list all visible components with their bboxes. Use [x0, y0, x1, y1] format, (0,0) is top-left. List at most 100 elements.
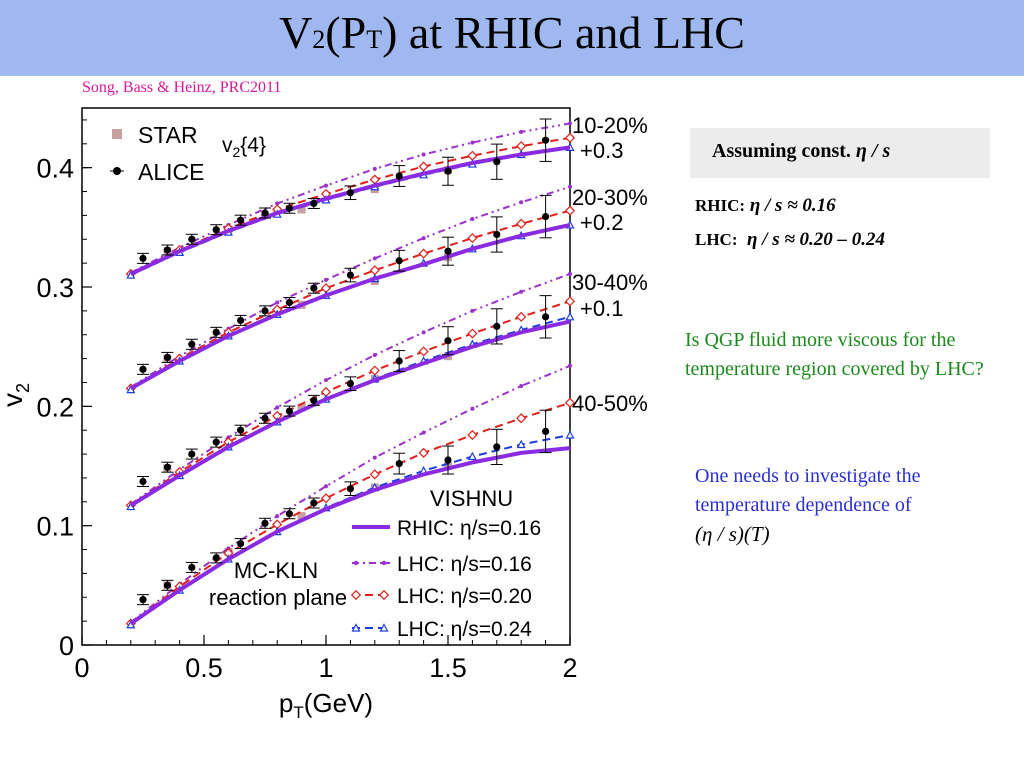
- alice-data-point: [542, 313, 550, 321]
- alice-data-point: [285, 510, 293, 518]
- alice-data-point: [444, 337, 452, 345]
- legend-marker: [381, 560, 387, 566]
- lhc-016-marker: [568, 363, 572, 368]
- lhc-024-marker: [565, 430, 575, 439]
- alice-data-point: [212, 226, 220, 234]
- alice-data-point: [395, 257, 403, 265]
- alice-data-point: [493, 230, 501, 239]
- lhc-020-marker: [516, 413, 527, 424]
- alice-data-point: [188, 235, 196, 243]
- alice-data-point: [346, 271, 354, 279]
- lhc-020-marker: [467, 232, 478, 244]
- lhc-020-marker: [564, 397, 576, 408]
- model-sublabel: MC-KLN: [234, 558, 318, 583]
- eta-s-of-t-formula: (η / s)(T): [695, 522, 770, 546]
- lhc-024-marker: [467, 451, 477, 461]
- title-mid: (P: [325, 7, 367, 58]
- alice-data-point: [395, 357, 403, 365]
- lhc-024-curve: [130, 315, 571, 508]
- legend-marker: [379, 623, 389, 632]
- viscosity-question: Is QGP fluid more viscous for the temper…: [685, 329, 984, 380]
- lhc-020-marker: [272, 410, 283, 421]
- offset-label: +0.3: [580, 138, 623, 163]
- lhc-020-marker: [369, 174, 380, 185]
- alice-data-point: [444, 247, 452, 255]
- alice-data-point: [163, 463, 171, 471]
- alice-data-point: [285, 204, 293, 212]
- alice-data-point: [346, 485, 354, 493]
- legend-marker: [353, 560, 359, 566]
- lhc-016-marker: [372, 166, 377, 171]
- x-axis-label: pT(GeV): [279, 688, 373, 722]
- alice-data-point: [163, 353, 171, 362]
- lhc-016-marker: [275, 300, 280, 305]
- citation: Song, Bass & Heinz, PRC2011: [82, 79, 282, 96]
- rhic-label: RHIC:: [695, 196, 746, 215]
- legend-marker: [351, 623, 361, 632]
- lhc-020-marker: [320, 493, 332, 504]
- legend-marker: [350, 589, 362, 601]
- rhic-value: η / s ≈ 0.16: [749, 195, 836, 216]
- lhc-020-marker: [467, 328, 478, 339]
- legend-series-label: RHIC: η/s=0.16: [397, 517, 541, 540]
- title-rest: ) at RHIC and LHC: [382, 7, 745, 58]
- y-tick-label: 0: [59, 631, 74, 661]
- alice-data-point: [188, 340, 196, 348]
- alice-data-point: [261, 414, 269, 422]
- lhc-020-marker: [516, 218, 527, 229]
- alice-data-point: [346, 380, 354, 388]
- lhc-020-curve: [130, 209, 571, 390]
- lhc-020-curve: [130, 300, 571, 507]
- alice-data-point: [493, 443, 501, 451]
- legend-series-label: LHC: η/s=0.24: [397, 618, 532, 641]
- lhc-020-marker: [418, 161, 429, 172]
- alice-data-point: [237, 539, 245, 548]
- lhc-016-marker: [568, 121, 572, 126]
- lhc-020-marker: [564, 296, 576, 307]
- temperature-statement: One needs to investigate the temperature…: [695, 462, 1020, 550]
- lhc-016-marker: [275, 514, 280, 519]
- lhc-020-marker: [516, 141, 527, 152]
- lhc-016-marker: [470, 308, 475, 313]
- lhc-016-marker: [470, 140, 475, 145]
- legend-series-label: LHC: η/s=0.16: [397, 553, 532, 576]
- title-subscript: 2: [312, 25, 326, 54]
- alice-data-point: [310, 284, 318, 292]
- lhc-020-marker: [418, 248, 429, 259]
- lhc-016-curve: [130, 122, 571, 274]
- assumption-label: Assuming const.: [712, 140, 851, 162]
- alice-data-point: [542, 136, 550, 144]
- lhc-016-marker: [324, 277, 328, 282]
- title-subscript-t: T: [366, 25, 383, 54]
- model-label: VISHNU: [430, 486, 513, 511]
- alice-data-point: [310, 199, 318, 208]
- lhc-024-marker: [565, 312, 575, 321]
- lhc-016-marker: [421, 236, 426, 241]
- alice-data-point: [212, 438, 220, 446]
- y-axis-label: v2: [0, 383, 33, 407]
- alice-data-point: [395, 172, 403, 180]
- x-tick-label: 2: [562, 653, 577, 683]
- y-tick-label: 0.3: [36, 273, 74, 303]
- lhc-020-marker: [369, 469, 380, 480]
- lhc-016-marker: [519, 384, 524, 389]
- lhc-016-marker: [275, 201, 280, 206]
- lhc-020-marker: [320, 188, 332, 200]
- lhc-016-marker: [519, 129, 524, 134]
- star-data-point: [297, 403, 306, 412]
- legend-star-marker: [112, 129, 122, 139]
- alice-data-point: [139, 365, 147, 373]
- alice-data-point: [493, 158, 501, 166]
- lhc-016-curve: [130, 272, 571, 506]
- lhc-016-marker: [372, 455, 377, 460]
- statement-text: One needs to investigate the temperature…: [695, 465, 921, 516]
- alice-data-point: [163, 581, 171, 589]
- alice-data-point: [310, 499, 318, 507]
- eta-over-s-formula: η / s: [855, 140, 891, 162]
- alice-data-point: [139, 596, 147, 604]
- alice-data-point: [139, 477, 147, 486]
- lhc-020-marker: [369, 365, 380, 376]
- lhc-value-line: LHC: η / s ≈ 0.20 – 0.24: [695, 229, 885, 251]
- offset-label: +0.2: [580, 210, 623, 235]
- lhc-020-marker: [272, 519, 283, 530]
